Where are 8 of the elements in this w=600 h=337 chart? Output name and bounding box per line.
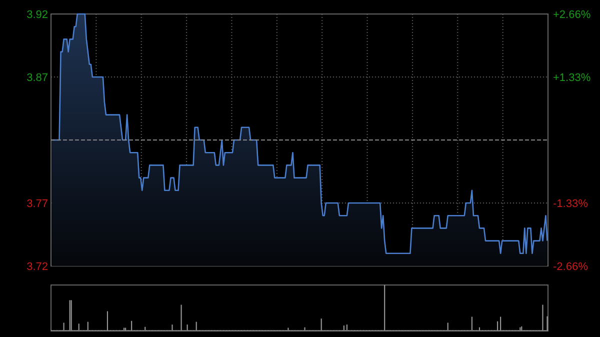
y2-tick-label: -2.66%	[553, 260, 588, 273]
y-tick-label: 3.77	[26, 198, 48, 210]
y-tick-label: 3.87	[26, 72, 48, 84]
y2-tick-label: +1.33%	[553, 72, 591, 84]
y2-tick-label: -1.33%	[553, 198, 588, 210]
y-tick-label: 3.92	[26, 8, 48, 21]
y2-tick-label: +2.66%	[553, 8, 591, 21]
y-tick-label: 3.72	[26, 260, 48, 273]
